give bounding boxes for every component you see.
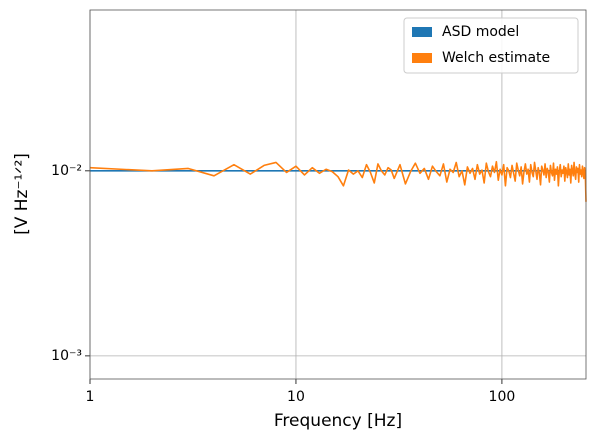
y-tick-label: 10⁻³ (51, 348, 82, 364)
legend-box (403, 17, 579, 74)
legend-swatch (412, 53, 432, 63)
x-tick-label: 1 (86, 389, 95, 405)
x-tick-label: 100 (489, 389, 516, 405)
legend-label: Welch estimate (442, 50, 550, 66)
x-axis-label: Frequency [Hz] (274, 411, 402, 431)
line-series (89, 160, 587, 202)
y-axis-label: [V Hz⁻¹ᐟ²] (12, 153, 32, 235)
legend-swatch (412, 27, 432, 37)
legend: ASD model Welch estimate (403, 17, 579, 74)
legend-label: ASD model (442, 24, 519, 40)
x-tick-label: 10 (287, 389, 305, 405)
plot-frame (89, 9, 587, 380)
y-tick-label: 10⁻² (51, 163, 82, 179)
